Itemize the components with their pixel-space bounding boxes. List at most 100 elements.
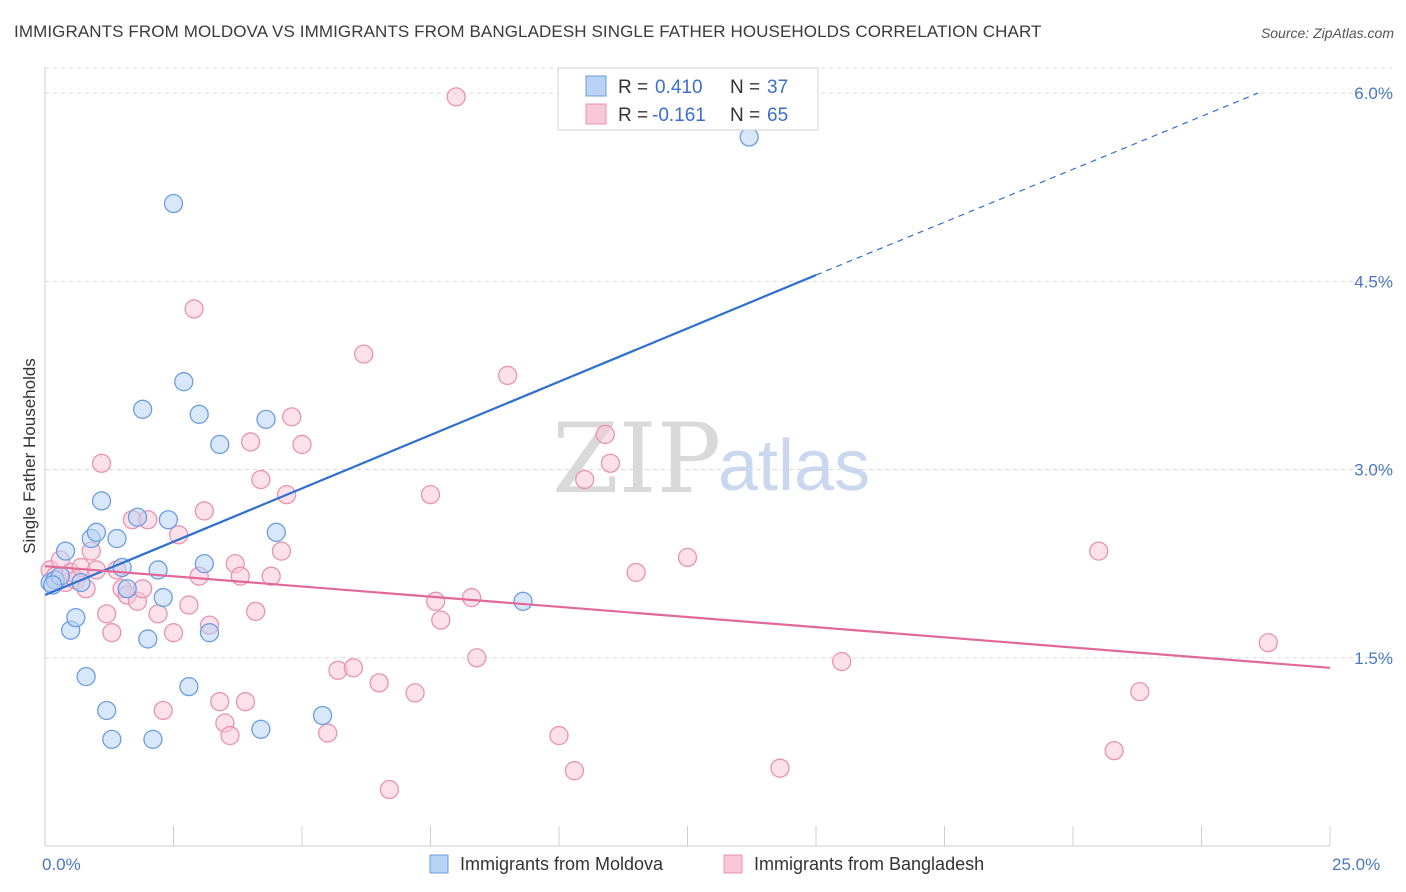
bangladesh-point <box>564 761 585 781</box>
bangladesh-point <box>343 658 364 678</box>
moldova-point <box>133 399 153 419</box>
moldova-point <box>199 623 220 643</box>
bangladesh-point <box>467 648 487 668</box>
legend-n-label-bangladesh: N = <box>730 105 760 126</box>
y-tick-label: 3.0% <box>1354 461 1393 480</box>
bangladesh-point <box>497 365 518 386</box>
moldova-point <box>189 404 209 424</box>
bangladesh-point <box>318 723 338 743</box>
bangladesh-point <box>91 453 112 473</box>
bottom-legend-label-bangladesh: Immigrants from Bangladesh <box>754 854 984 874</box>
bangladesh-point <box>354 344 374 364</box>
legend-swatch-bangladesh <box>585 103 607 125</box>
bangladesh-point <box>194 501 214 521</box>
bangladesh-point <box>282 407 302 427</box>
moldova-point <box>251 719 271 739</box>
moldova-point <box>91 491 112 511</box>
bangladesh-point <box>600 453 621 473</box>
bangladesh-point <box>184 299 204 319</box>
moldova-point <box>127 507 148 527</box>
bangladesh-point <box>446 87 466 107</box>
watermark-atlas: atlas <box>718 426 870 506</box>
bangladesh-point <box>575 469 595 490</box>
moldova-point <box>163 193 184 214</box>
bangladesh-point <box>420 484 441 505</box>
bangladesh-point <box>246 601 266 621</box>
x-ticks <box>173 826 1331 846</box>
bangladesh-point <box>240 432 261 452</box>
y-tick-label: 4.5% <box>1354 272 1393 291</box>
bangladesh-point <box>425 591 446 611</box>
moldova-point <box>158 510 179 530</box>
legend-swatch-moldova <box>585 75 607 97</box>
legend-box: R = 0.410 N = 37 R = -0.161 N = 65 <box>557 67 819 131</box>
moldova-point <box>210 434 230 455</box>
moldova-point <box>76 666 96 687</box>
moldova-trend-extension <box>815 92 1259 276</box>
trend-lines <box>44 92 1331 669</box>
bangladesh-point <box>220 725 240 746</box>
bangladesh-point <box>179 595 199 615</box>
bangladesh-point <box>405 683 425 703</box>
bangladesh-point <box>261 566 281 586</box>
moldova-point <box>55 541 76 561</box>
moldova-point <box>138 629 158 649</box>
moldova-trend-line <box>44 274 817 597</box>
moldova-point <box>86 522 107 542</box>
x-tick-label-min: 0.0% <box>42 855 81 874</box>
moldova-point <box>256 409 276 430</box>
watermark-zip: ZIP <box>552 403 721 515</box>
moldova-point <box>194 554 214 574</box>
bottom-legend-label-moldova: Immigrants from Moldova <box>460 854 664 874</box>
bangladesh-point <box>770 758 790 778</box>
bangladesh-point <box>1104 740 1124 761</box>
legend-n-value-moldova: 37 <box>767 77 788 98</box>
moldova-point <box>66 607 86 628</box>
bangladesh-point <box>369 673 389 693</box>
bangladesh-point <box>153 700 173 721</box>
moldova-point <box>102 729 122 749</box>
bangladesh-point <box>677 547 698 568</box>
bangladesh-point <box>251 469 271 490</box>
legend-r-value-bangladesh: -0.161 <box>652 105 706 126</box>
bangladesh-point <box>1089 541 1109 561</box>
legend-r-label-bangladesh: R = <box>618 105 648 126</box>
bangladesh-point <box>97 604 117 624</box>
bangladesh-point <box>832 651 852 672</box>
bangladesh-point <box>461 587 482 608</box>
moldova-point <box>513 591 533 611</box>
bangladesh-point <box>163 623 184 643</box>
moldova-point <box>739 127 759 147</box>
moldova-point <box>266 522 286 542</box>
moldova-point <box>179 676 199 697</box>
bottom-legend-swatch-moldova <box>429 854 449 874</box>
bottom-legend: Immigrants from Moldova Immigrants from … <box>429 854 984 874</box>
y-axis-label: Single Father Households <box>20 358 39 554</box>
chart-title: IMMIGRANTS FROM MOLDOVA VS IMMIGRANTS FR… <box>14 22 1042 41</box>
source-credit: Source: ZipAtlas.com <box>1260 25 1394 41</box>
series-bangladesh-points <box>40 87 1278 800</box>
moldova-point <box>143 729 163 749</box>
bangladesh-point <box>626 562 646 583</box>
bangladesh-point <box>1258 633 1278 653</box>
bangladesh-point <box>595 424 615 445</box>
bangladesh-point <box>148 604 168 624</box>
moldova-point <box>153 587 173 608</box>
bangladesh-point <box>1130 682 1150 702</box>
moldova-point <box>312 705 333 726</box>
bangladesh-point <box>431 610 451 630</box>
series-moldova-points <box>40 127 759 749</box>
bangladesh-point <box>210 692 230 712</box>
legend-n-value-bangladesh: 65 <box>767 105 788 126</box>
y-tick-label: 6.0% <box>1354 84 1393 103</box>
bangladesh-point <box>271 541 292 561</box>
bangladesh-point <box>292 434 312 455</box>
moldova-point <box>174 372 194 392</box>
bangladesh-point <box>235 692 256 712</box>
moldova-point <box>117 579 137 599</box>
bangladesh-point <box>549 725 569 746</box>
y-tick-label: 1.5% <box>1354 649 1393 668</box>
bangladesh-point <box>102 623 122 643</box>
legend-r-value-moldova: 0.410 <box>655 77 703 98</box>
